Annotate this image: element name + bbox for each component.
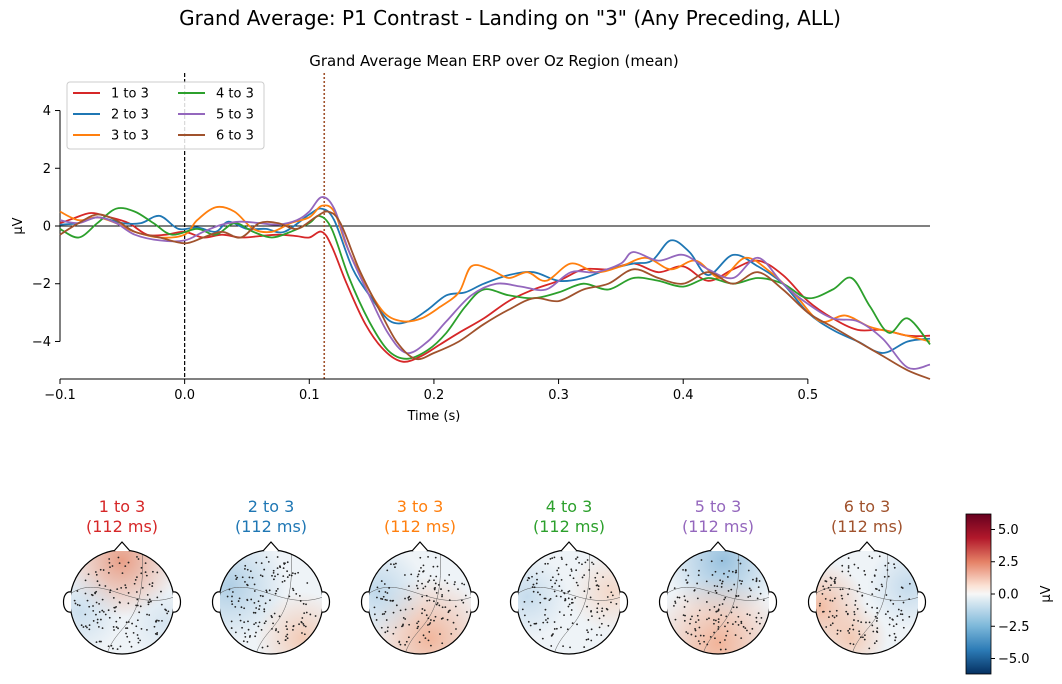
topomap-field — [219, 550, 323, 654]
y-tick-label: 2 — [43, 162, 51, 177]
legend-box — [66, 81, 265, 150]
topomap-time: (112 ms) — [682, 517, 754, 536]
x-tick-label: 0.4 — [673, 388, 694, 403]
left-ear-outline — [360, 591, 370, 613]
series-line-2-to-3 — [59, 207, 931, 354]
topomap-2-to-3: 2 to 3(112 ms) — [211, 497, 331, 655]
nose-outline — [560, 541, 578, 552]
topomap-time: (112 ms) — [384, 517, 456, 536]
left-ear-outline — [807, 591, 817, 613]
legend-label: 6 to 3 — [216, 129, 254, 144]
x-tick-label: −0.1 — [44, 388, 76, 403]
topomap-3-to-3: 3 to 3(112 ms) — [360, 497, 480, 655]
topomap-field — [517, 550, 621, 654]
x-tick-label: 0.3 — [548, 388, 569, 403]
nose-outline — [858, 541, 876, 552]
x-tick-label: 0.2 — [424, 388, 445, 403]
topomap-4-to-3: 4 to 3(112 ms) — [509, 497, 629, 655]
colorbar — [965, 513, 992, 675]
colorbar-tick-label: 0.0 — [998, 588, 1019, 603]
topomap-title: 4 to 3 — [546, 497, 593, 516]
nose-outline — [709, 541, 727, 552]
x-tick-label: 0.1 — [299, 388, 320, 403]
topomap-title: 2 to 3 — [248, 497, 295, 516]
topomap-6-to-3: 6 to 3(112 ms) — [807, 497, 927, 655]
colorbar-tick-label: 5.0 — [998, 523, 1019, 538]
y-tick-label: −2 — [32, 277, 51, 292]
topomap-title: 3 to 3 — [397, 497, 444, 516]
series-line-5-to-3 — [59, 196, 931, 370]
topomap-time: (112 ms) — [533, 517, 605, 536]
chart-title: Grand Average Mean ERP over Oz Region (m… — [309, 52, 679, 70]
topomap-field — [815, 550, 919, 654]
right-ear-outline — [470, 591, 480, 613]
topomap-1-to-3: 1 to 3(112 ms) — [62, 497, 182, 655]
colorbar-label: µV — [1039, 585, 1054, 602]
topomap-row: 1 to 3(112 ms)2 to 3(112 ms)3 to 3(112 m… — [62, 497, 1054, 675]
colorbar-tick-label: −5.0 — [998, 652, 1030, 667]
nose-outline — [411, 541, 429, 552]
x-tick-label: 0.0 — [174, 388, 195, 403]
y-axis-label: µV — [11, 217, 26, 234]
legend: 1 to 3 2 to 3 3 to 3 4 to 3 5 to 3 6 to 3 — [66, 81, 265, 150]
colorbar-tick-label: 2.5 — [998, 555, 1019, 570]
topomap-field — [70, 550, 174, 654]
left-ear-outline — [658, 591, 668, 613]
legend-label: 4 to 3 — [216, 87, 254, 102]
legend-label: 2 to 3 — [111, 108, 149, 123]
topomap-title: 5 to 3 — [695, 497, 742, 516]
right-ear-outline — [619, 591, 629, 613]
topomap-title: 6 to 3 — [844, 497, 891, 516]
topomap-5-to-3: 5 to 3(112 ms) — [658, 497, 778, 655]
right-ear-outline — [321, 591, 331, 613]
topomap-title: 1 to 3 — [99, 497, 146, 516]
legend-label: 3 to 3 — [111, 129, 149, 144]
series-line-1-to-3 — [59, 212, 931, 363]
y-tick-label: 0 — [43, 220, 51, 235]
topomap-field — [666, 550, 770, 654]
topomap-time: (112 ms) — [831, 517, 903, 536]
right-ear-outline — [172, 591, 182, 613]
right-ear-outline — [768, 591, 778, 613]
y-tick-label: 4 — [43, 104, 51, 119]
y-tick-label: −4 — [32, 335, 51, 350]
x-axis-label: Time (s) — [406, 409, 460, 424]
legend-label: 5 to 3 — [216, 108, 254, 123]
colorbar-tick-label: −2.5 — [998, 620, 1030, 635]
right-ear-outline — [917, 591, 927, 613]
topomap-time: (112 ms) — [86, 517, 158, 536]
figure-title: Grand Average: P1 Contrast - Landing on … — [179, 6, 841, 30]
left-ear-outline — [509, 591, 519, 613]
erp-line-chart: Grand Average Mean ERP over Oz Region (m… — [11, 52, 931, 424]
nose-outline — [113, 541, 131, 552]
left-ear-outline — [211, 591, 221, 613]
legend-label: 1 to 3 — [111, 87, 149, 102]
topomap-time: (112 ms) — [235, 517, 307, 536]
series-line-3-to-3 — [59, 204, 931, 343]
left-ear-outline — [62, 591, 72, 613]
x-tick-label: 0.5 — [798, 388, 819, 403]
topomap-field — [368, 550, 472, 654]
series-line-6-to-3 — [59, 210, 931, 380]
nose-outline — [262, 541, 280, 552]
